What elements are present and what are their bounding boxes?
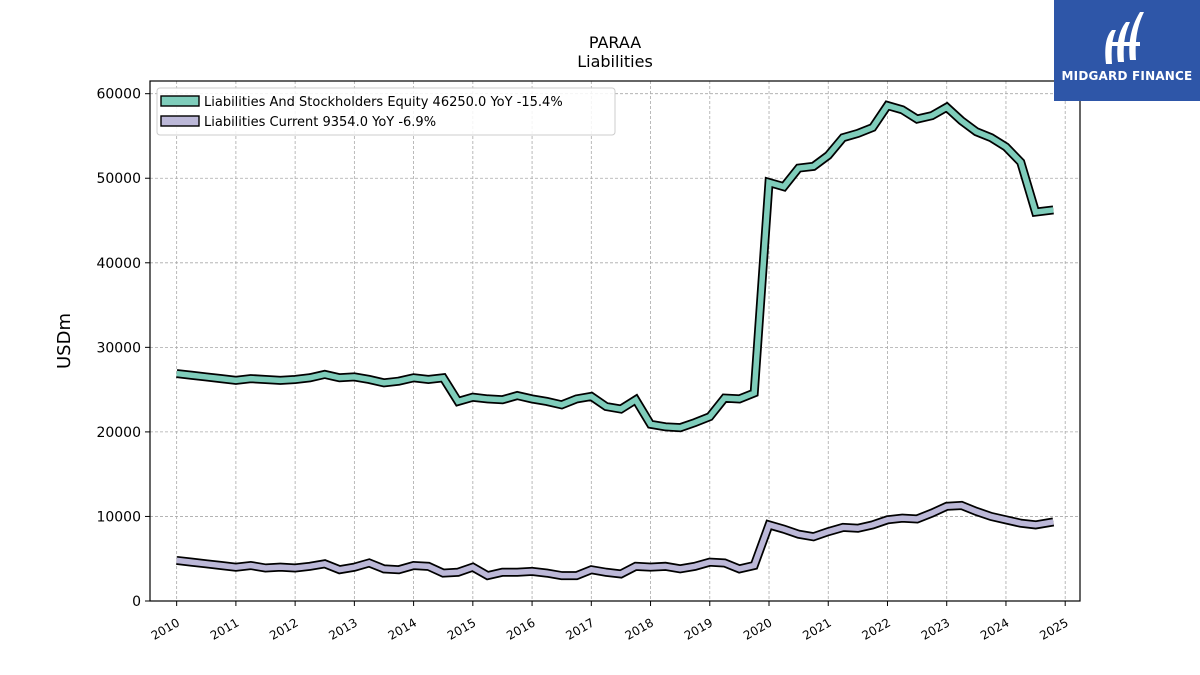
legend: Liabilities And Stockholders Equity 4625… [156,87,616,136]
brand-name: MIDGARD FINANCE [1061,69,1193,83]
x-tick-label: 2017 [563,615,596,642]
midgard-logo-icon [1105,12,1144,64]
x-tick-label: 2024 [978,615,1011,642]
legend-swatch [160,95,200,107]
legend-swatch [160,115,200,127]
x-tick-label: 2015 [445,615,478,642]
y-axis: 0 10000 20000 30000 40000 50000 60000 [96,87,150,610]
x-tick-label: 2023 [919,615,952,642]
chart-subtitle: Liabilities [577,52,653,71]
x-tick-label: 2019 [682,615,715,642]
y-tick-label: 40000 [96,256,141,272]
y-tick-label: 20000 [96,425,141,441]
y-tick-label: 60000 [96,87,141,103]
x-tick-label: 2012 [267,615,300,642]
y-tick-label: 30000 [96,340,141,356]
x-tick-label: 2020 [741,615,774,642]
y-axis-label: USDm [54,313,75,369]
x-tick-label: 2025 [1037,615,1070,642]
y-tick-label: 10000 [96,509,141,525]
brand-logo: MIDGARD FINANCE [1054,0,1200,101]
x-tick-label: 2021 [800,615,833,642]
legend-box [156,87,616,136]
y-tick-label: 0 [132,594,141,610]
x-tick-label: 2014 [386,615,419,642]
chart-title: PARAA [589,33,641,52]
y-tick-label: 50000 [96,171,141,187]
grid [150,81,1080,602]
x-tick-label: 2016 [504,615,537,642]
x-tick-label: 2011 [208,615,241,642]
x-tick-label: 2022 [860,615,893,642]
x-tick-label: 2018 [623,615,656,642]
series-line-0 [176,102,1054,431]
legend-label: Liabilities And Stockholders Equity 4625… [204,95,563,110]
plot-frame [149,80,1081,602]
x-tick-label: 2013 [326,615,359,642]
legend-label: Liabilities Current 9354.0 YoY -6.9% [204,115,436,130]
series-line-1 [176,502,1054,579]
series-layer [176,100,1055,581]
x-tick-label: 2010 [149,615,182,642]
x-axis: 2010 2011 2012 2013 2014 2015 2016 2017 2018 2019… [149,601,1071,643]
